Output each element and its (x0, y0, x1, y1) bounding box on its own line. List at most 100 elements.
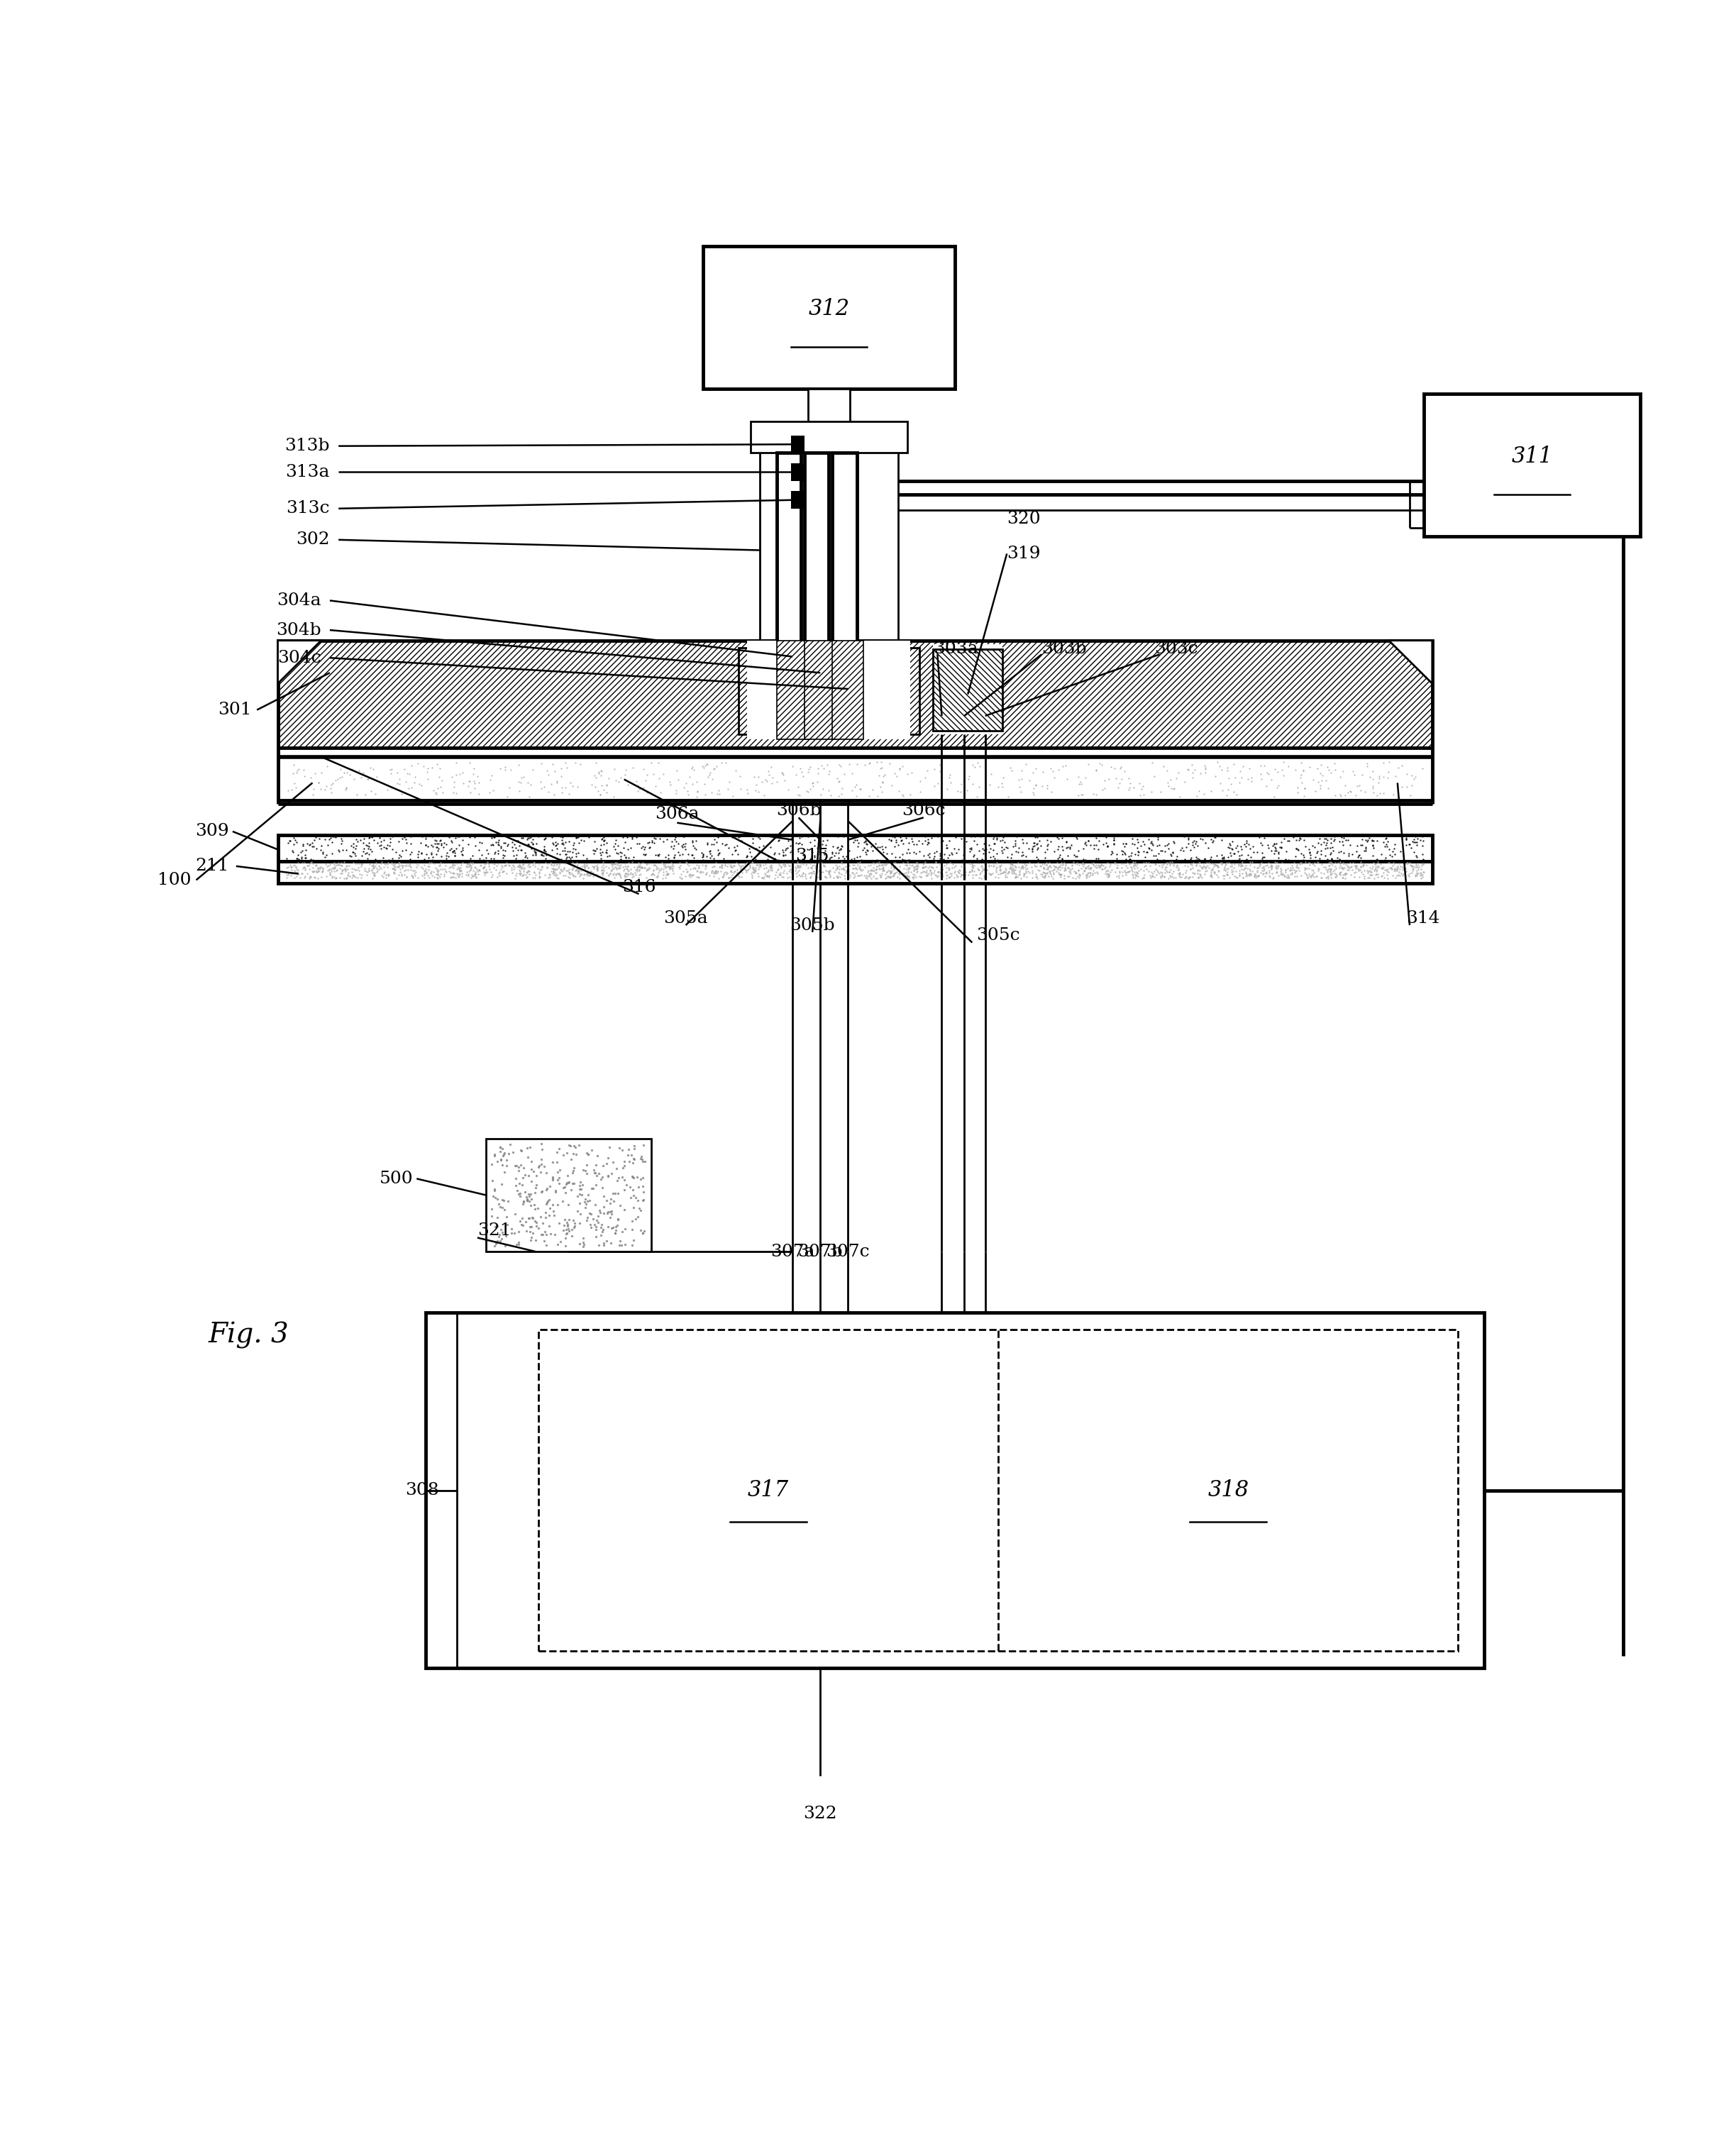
Point (420, 855, 448, 890)
Point (542, 857, 569, 892)
Point (529, 830, 557, 864)
Point (845, 840, 873, 875)
Point (1243, 853, 1271, 888)
Point (1299, 853, 1326, 888)
Point (300, 853, 328, 888)
Point (427, 823, 455, 857)
Point (1321, 752, 1349, 787)
Point (377, 756, 404, 791)
Point (479, 827, 507, 862)
Point (1085, 849, 1113, 883)
Point (1200, 849, 1227, 883)
Point (639, 857, 667, 892)
Point (1120, 769, 1147, 804)
Point (1120, 849, 1147, 883)
Point (502, 1169, 529, 1203)
Point (359, 855, 387, 890)
Point (451, 857, 479, 892)
Point (1000, 830, 1028, 864)
Point (292, 840, 319, 875)
Point (913, 838, 941, 872)
Point (505, 774, 533, 808)
Point (483, 849, 510, 883)
Point (595, 857, 623, 892)
Point (599, 1210, 627, 1244)
Point (1035, 849, 1062, 883)
Point (1358, 857, 1385, 892)
Point (373, 827, 401, 862)
Point (1403, 849, 1430, 883)
Point (1246, 825, 1274, 860)
Point (356, 830, 384, 864)
Point (750, 862, 778, 896)
Point (781, 855, 809, 890)
Point (969, 853, 996, 888)
Point (359, 849, 387, 883)
Point (804, 836, 832, 870)
Point (1149, 847, 1177, 881)
Point (981, 840, 1009, 875)
Point (472, 853, 500, 888)
Point (694, 761, 722, 795)
Point (665, 851, 693, 885)
Point (790, 759, 818, 793)
Point (366, 825, 394, 860)
Point (898, 754, 925, 789)
Point (1210, 851, 1238, 885)
Point (583, 857, 611, 892)
Point (1052, 830, 1080, 864)
Point (358, 853, 385, 888)
Point (1243, 834, 1271, 868)
Point (1090, 763, 1118, 797)
Point (679, 857, 707, 892)
Point (1260, 752, 1288, 787)
Point (852, 836, 880, 870)
Point (691, 767, 719, 802)
Point (300, 771, 328, 806)
Point (821, 838, 849, 872)
Text: 304b: 304b (276, 621, 321, 638)
Point (564, 851, 592, 885)
Point (550, 1208, 578, 1242)
Point (743, 849, 771, 883)
Point (1238, 840, 1266, 875)
Point (434, 838, 462, 872)
Point (1116, 767, 1144, 802)
Point (507, 821, 535, 855)
Point (955, 763, 983, 797)
Point (1361, 862, 1389, 896)
Point (1246, 748, 1274, 782)
Point (556, 1188, 583, 1223)
Point (1049, 847, 1076, 881)
Point (915, 855, 943, 890)
Point (1219, 857, 1246, 892)
Point (670, 853, 698, 888)
Point (521, 1176, 549, 1210)
Point (965, 857, 993, 892)
Point (851, 825, 878, 860)
Point (556, 853, 583, 888)
Point (443, 756, 470, 791)
Point (1146, 774, 1174, 808)
Point (1382, 851, 1410, 885)
Point (1314, 842, 1342, 877)
Point (1238, 845, 1266, 879)
Point (804, 832, 832, 866)
Point (1094, 857, 1121, 892)
Point (538, 851, 566, 885)
Point (1233, 851, 1260, 885)
Point (575, 819, 602, 853)
Point (1095, 855, 1123, 890)
Point (361, 842, 389, 877)
Point (632, 847, 660, 881)
Point (1154, 827, 1182, 862)
Point (432, 827, 460, 862)
Point (314, 853, 342, 888)
Point (672, 845, 700, 879)
Point (424, 827, 451, 862)
Point (608, 836, 635, 870)
Point (505, 1176, 533, 1210)
Point (392, 825, 420, 860)
Point (1255, 845, 1283, 879)
Point (516, 1158, 543, 1193)
